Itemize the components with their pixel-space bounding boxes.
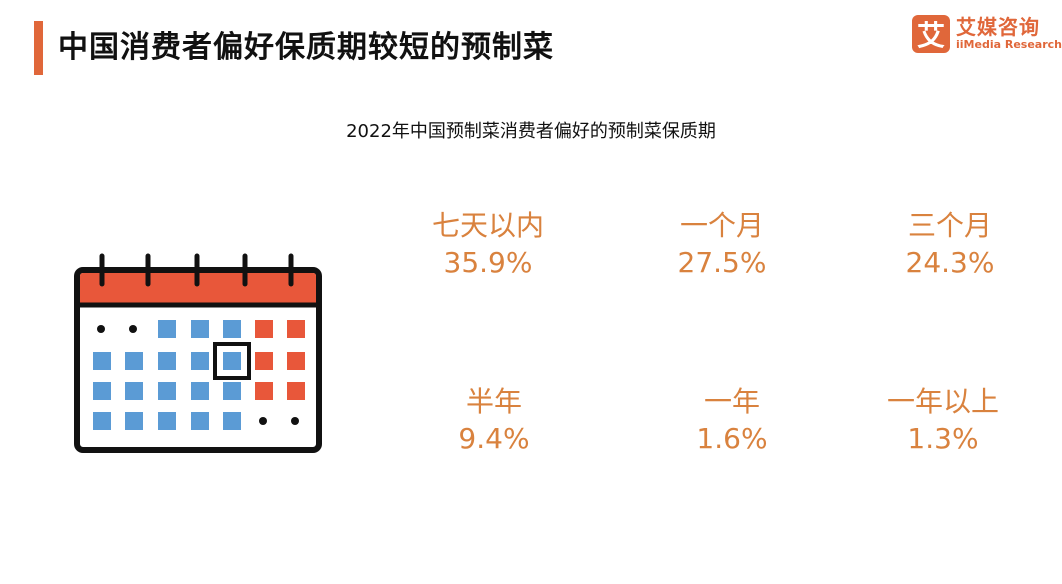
stat-label: 一个月 [679,209,764,242]
page-title: 中国消费者偏好保质期较短的预制菜 [58,30,554,65]
stat-one-month: 一个月 27.5% [622,208,822,282]
logo-en: iiMedia Research [956,38,1062,51]
stat-label: 一年 [703,385,760,418]
stat-value: 9.4% [458,422,530,455]
logo-cn: 艾媒咨询 [956,15,1040,39]
stat-value: 35.9% [443,246,533,279]
title-accent-bar [34,21,43,75]
stat-one-year: 一年 1.6% [632,384,832,458]
logo-mark-icon: 艾 [912,15,950,53]
stat-seven-days: 七天以内 35.9% [388,208,588,282]
stat-value: 27.5% [677,246,767,279]
logo-text: 艾媒咨询 iiMedia Research [956,16,1062,52]
calendar-icon [73,252,323,461]
stat-over-one-year: 一年以上 1.3% [843,384,1043,458]
stat-value: 24.3% [905,246,995,279]
stat-label: 一年以上 [886,385,999,418]
stat-value: 1.6% [696,422,768,455]
stat-label: 七天以内 [431,209,544,242]
stat-half-year: 半年 9.4% [394,384,594,458]
chart-title: 2022年中国预制菜消费者偏好的预制菜保质期 [346,121,716,142]
stat-three-months: 三个月 24.3% [850,208,1050,282]
iimedia-logo: 艾 艾媒咨询 iiMedia Research [912,15,1062,53]
stat-value: 1.3% [907,422,979,455]
stat-label: 半年 [465,385,522,418]
stat-label: 三个月 [907,209,992,242]
